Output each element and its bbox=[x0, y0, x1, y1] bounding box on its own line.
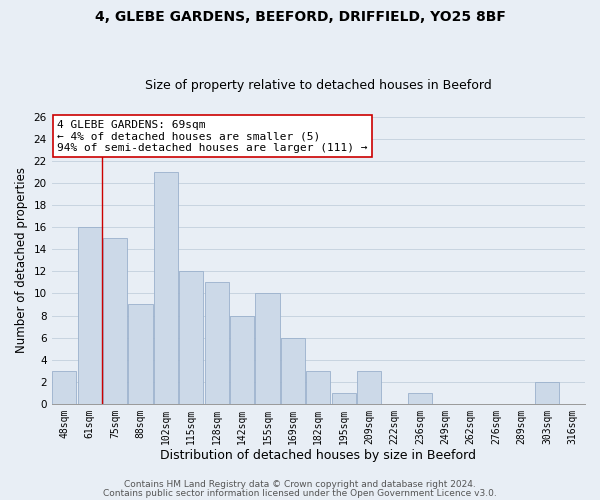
Title: Size of property relative to detached houses in Beeford: Size of property relative to detached ho… bbox=[145, 79, 492, 92]
Bar bbox=[408, 393, 432, 404]
Bar bbox=[357, 370, 381, 404]
Bar bbox=[205, 282, 229, 404]
Text: Contains HM Land Registry data © Crown copyright and database right 2024.: Contains HM Land Registry data © Crown c… bbox=[124, 480, 476, 489]
Bar bbox=[332, 393, 356, 404]
Bar bbox=[52, 370, 76, 404]
X-axis label: Distribution of detached houses by size in Beeford: Distribution of detached houses by size … bbox=[160, 450, 476, 462]
Bar bbox=[154, 172, 178, 404]
Bar bbox=[281, 338, 305, 404]
Bar bbox=[535, 382, 559, 404]
Bar bbox=[103, 238, 127, 404]
Bar bbox=[230, 316, 254, 404]
Bar bbox=[179, 272, 203, 404]
Bar bbox=[77, 227, 102, 404]
Bar bbox=[128, 304, 152, 404]
Text: Contains public sector information licensed under the Open Government Licence v3: Contains public sector information licen… bbox=[103, 488, 497, 498]
Bar bbox=[256, 294, 280, 404]
Text: 4, GLEBE GARDENS, BEEFORD, DRIFFIELD, YO25 8BF: 4, GLEBE GARDENS, BEEFORD, DRIFFIELD, YO… bbox=[95, 10, 505, 24]
Y-axis label: Number of detached properties: Number of detached properties bbox=[15, 168, 28, 354]
Text: 4 GLEBE GARDENS: 69sqm
← 4% of detached houses are smaller (5)
94% of semi-detac: 4 GLEBE GARDENS: 69sqm ← 4% of detached … bbox=[57, 120, 367, 153]
Bar bbox=[306, 370, 331, 404]
